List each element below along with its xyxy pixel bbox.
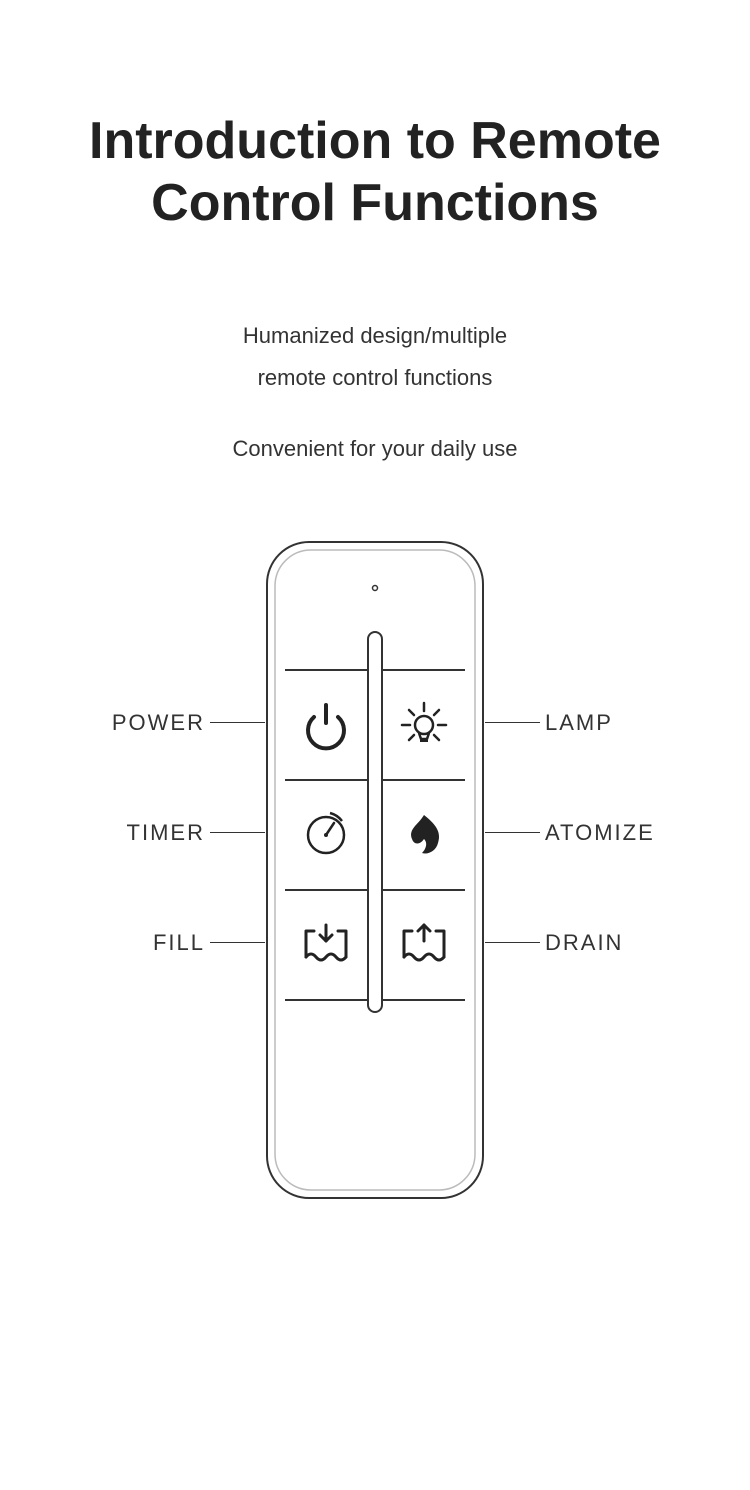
title-line-2: Control Functions <box>20 172 730 234</box>
subtitle-line-2: remote control functions <box>0 357 750 399</box>
page-title: Introduction to Remote Control Functions <box>0 110 750 235</box>
label-atomize: ATOMIZE <box>545 820 655 846</box>
leader-timer <box>210 832 265 833</box>
label-drain: DRAIN <box>545 930 623 956</box>
label-power: POWER <box>112 710 205 736</box>
label-lamp: LAMP <box>545 710 613 736</box>
leader-fill <box>210 942 265 943</box>
remote-body <box>265 540 485 1200</box>
label-timer: TIMER <box>127 820 205 846</box>
leader-drain <box>485 942 540 943</box>
title-line-1: Introduction to Remote <box>20 110 730 172</box>
leader-atomize <box>485 832 540 833</box>
leader-lamp <box>485 722 540 723</box>
subtitle-block: Humanized design/multiple remote control… <box>0 315 750 470</box>
leader-power <box>210 722 265 723</box>
label-fill: FILL <box>153 930 205 956</box>
subtitle-line-3: Convenient for your daily use <box>0 428 750 470</box>
remote-diagram: POWER TIMER FILL LAMP ATOMIZE DRAIN <box>0 540 750 1200</box>
subtitle-line-1: Humanized design/multiple <box>0 315 750 357</box>
